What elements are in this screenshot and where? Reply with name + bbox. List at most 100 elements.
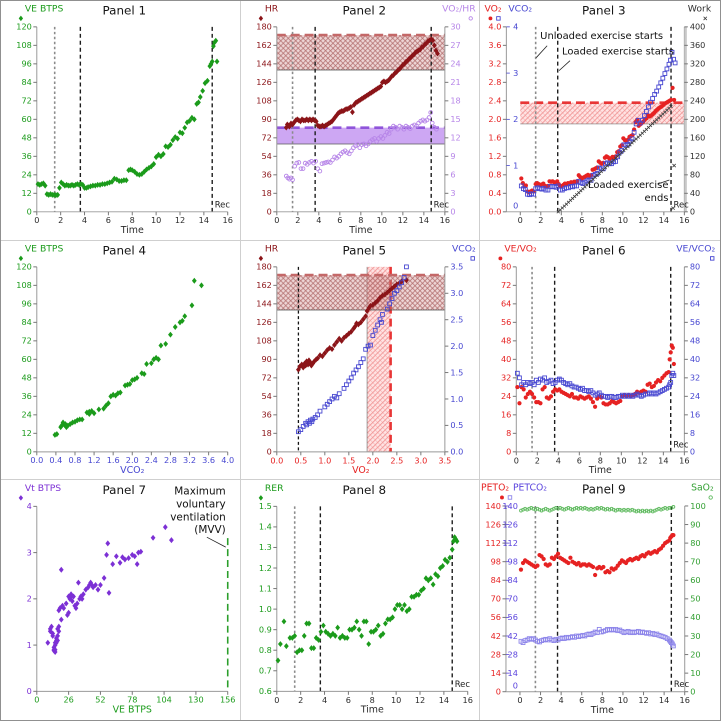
svg-text:120: 120 — [16, 22, 32, 32]
panel-header: VE/VO₂ VE/VCO₂ Panel 6 — [498, 243, 716, 261]
svg-text:12: 12 — [637, 455, 647, 465]
svg-text:3: 3 — [27, 548, 32, 558]
svg-text:2.4: 2.4 — [145, 455, 158, 465]
axes: 0 18 36 54 72 90 108 126 144 162 180 0.0 0.5 1.0 1.5 2.… — [256, 261, 463, 476]
panel-header: HR VO₂/HR Panel 2 — [258, 3, 476, 22]
svg-text:14: 14 — [659, 696, 669, 706]
svg-text:72: 72 — [21, 335, 31, 345]
svg-text:Maximum: Maximum — [174, 486, 225, 498]
svg-text:2.8: 2.8 — [489, 77, 502, 87]
svg-text:10: 10 — [618, 696, 628, 706]
svg-text:Time: Time — [588, 465, 612, 476]
svg-text:3: 3 — [450, 188, 455, 198]
svg-text:3.0: 3.0 — [450, 288, 463, 298]
svg-text:3.0: 3.0 — [414, 455, 427, 465]
svg-text:VE/VO₂: VE/VO₂ — [505, 243, 538, 254]
svg-text:1.5: 1.5 — [259, 501, 272, 511]
svg-text:162: 162 — [256, 40, 272, 50]
svg-text:1.5: 1.5 — [450, 367, 463, 377]
svg-text:90: 90 — [261, 114, 271, 124]
svg-text:56: 56 — [508, 613, 518, 623]
svg-text:60: 60 — [21, 114, 31, 124]
series-vt-btps — [45, 524, 174, 656]
svg-text:1.1: 1.1 — [259, 584, 272, 594]
svg-text:112: 112 — [486, 538, 502, 548]
svg-text:80: 80 — [690, 261, 700, 271]
series-hr — [295, 276, 409, 373]
panel-header: PETO₂ PETCO₂ SaO₂ Panel 9 — [481, 483, 714, 501]
svg-text:0: 0 — [27, 686, 32, 696]
panel-title: Panel 4 — [103, 243, 147, 257]
axes: 0.00.40.81.21.62.02.42.83.23.64.00123404… — [489, 22, 706, 237]
svg-text:VE BTPS: VE BTPS — [25, 3, 64, 14]
svg-text:6: 6 — [577, 455, 582, 465]
svg-text:36: 36 — [261, 409, 271, 419]
svg-text:VO₂: VO₂ — [352, 465, 370, 476]
panel-title: Panel 6 — [582, 243, 626, 257]
svg-text:Unloaded exercise starts: Unloaded exercise starts — [541, 31, 664, 42]
svg-text:108: 108 — [256, 335, 272, 345]
svg-text:1.0: 1.0 — [259, 604, 272, 614]
svg-text:126: 126 — [486, 520, 502, 530]
panel-header: VE BTPS Panel 4 — [18, 243, 147, 261]
svg-text:16: 16 — [501, 409, 511, 419]
svg-text:96: 96 — [21, 298, 31, 308]
svg-text:26: 26 — [63, 695, 73, 705]
series-ve-vco — [515, 370, 677, 400]
series-work — [556, 104, 677, 214]
svg-text:0.4: 0.4 — [489, 188, 502, 198]
svg-text:0.0: 0.0 — [270, 455, 283, 465]
svg-text:36: 36 — [21, 391, 31, 401]
svg-text:130: 130 — [188, 695, 204, 705]
svg-text:360: 360 — [690, 40, 706, 50]
svg-text:8: 8 — [690, 428, 695, 438]
svg-text:72: 72 — [21, 96, 31, 106]
rec-label: Rec — [215, 199, 231, 209]
svg-text:0: 0 — [274, 695, 279, 705]
svg-text:VCO₂: VCO₂ — [120, 465, 144, 476]
svg-text:Time: Time — [359, 705, 383, 716]
panel-header: Vt BTPS Panel 7 — [18, 483, 147, 501]
svg-text:28: 28 — [491, 650, 501, 660]
svg-text:2.4: 2.4 — [489, 96, 502, 106]
series-ve-vo — [515, 343, 677, 409]
svg-text:72: 72 — [501, 280, 511, 290]
svg-text:120: 120 — [16, 261, 32, 271]
panel-1: 0 12 24 36 48 60 72 84 96 108 120 0 2 4 6 8 10 12 14 16 Time… — [1, 1, 241, 241]
svg-text:27: 27 — [450, 40, 460, 50]
panel-header: HR VCO₂ Panel 5 — [258, 243, 476, 261]
svg-text:64: 64 — [501, 298, 511, 308]
series-ve-btps — [35, 37, 220, 199]
svg-text:60: 60 — [691, 575, 701, 585]
svg-text:80: 80 — [501, 261, 511, 271]
svg-text:120: 120 — [690, 151, 706, 161]
svg-text:1: 1 — [513, 160, 518, 170]
svg-text:6: 6 — [579, 696, 584, 706]
svg-text:ends: ends — [645, 193, 669, 204]
svg-text:Loaded exercise starts: Loaded exercise starts — [562, 47, 674, 58]
svg-text:3.5: 3.5 — [438, 455, 451, 465]
svg-text:80: 80 — [691, 538, 701, 548]
svg-text:0.0: 0.0 — [489, 207, 502, 217]
svg-text:PETCO₂: PETCO₂ — [513, 483, 547, 494]
svg-text:32: 32 — [690, 372, 700, 382]
panel-title: Panel 7 — [103, 483, 147, 497]
svg-text:14: 14 — [438, 695, 448, 705]
svg-text:0: 0 — [27, 207, 32, 217]
svg-text:4: 4 — [556, 455, 561, 465]
svg-text:Rec: Rec — [433, 199, 449, 209]
svg-text:6: 6 — [106, 215, 111, 225]
svg-text:6: 6 — [345, 695, 350, 705]
svg-text:4: 4 — [322, 695, 327, 705]
rec-label: Rec — [674, 439, 690, 449]
svg-text:SaO₂: SaO₂ — [691, 483, 714, 494]
svg-text:Time: Time — [348, 225, 372, 236]
svg-text:18: 18 — [261, 188, 271, 198]
svg-text:1: 1 — [27, 640, 32, 650]
svg-text:2: 2 — [539, 215, 544, 225]
svg-text:104: 104 — [156, 695, 172, 705]
svg-text:0.5: 0.5 — [294, 455, 307, 465]
svg-text:3.6: 3.6 — [489, 40, 502, 50]
reference-lines — [531, 266, 672, 452]
